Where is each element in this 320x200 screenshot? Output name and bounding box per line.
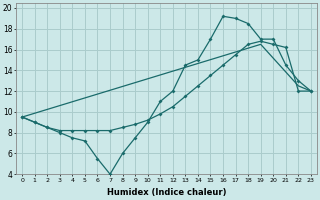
X-axis label: Humidex (Indice chaleur): Humidex (Indice chaleur) [107,188,226,197]
